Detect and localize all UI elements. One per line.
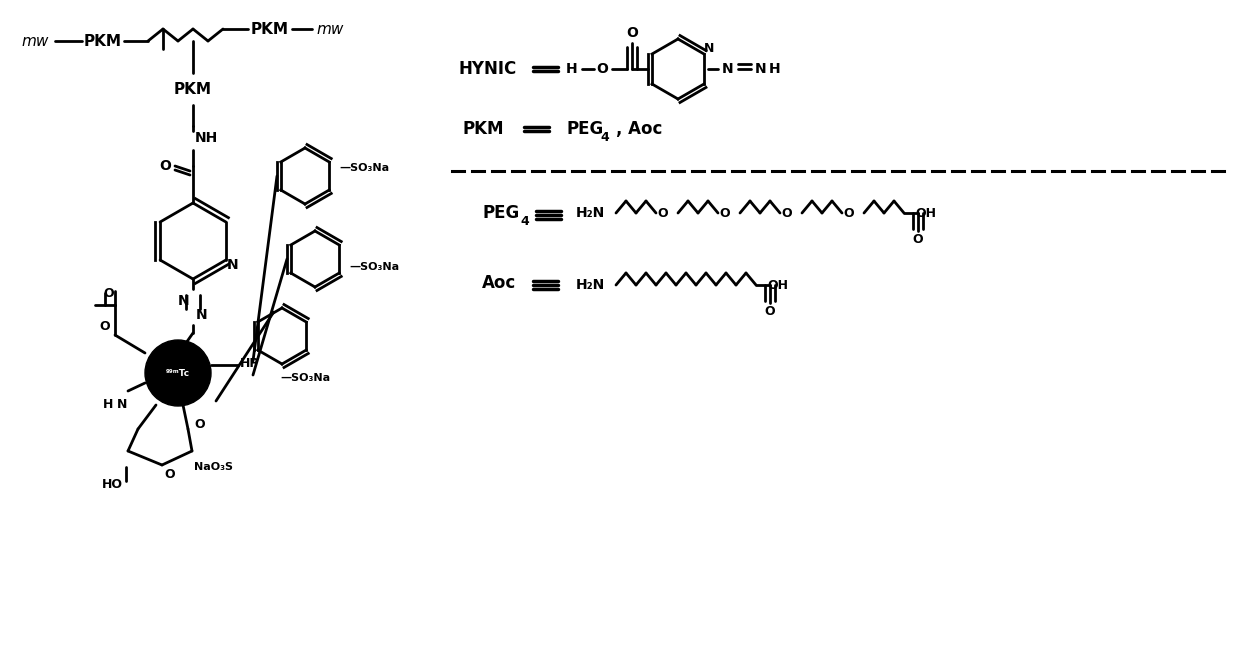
Text: H: H xyxy=(566,62,577,76)
Text: PKM: PKM xyxy=(84,33,121,49)
Text: NH: NH xyxy=(195,131,218,145)
Text: O: O xyxy=(165,469,175,482)
Text: O: O xyxy=(844,206,855,219)
Text: HP: HP xyxy=(240,357,259,370)
Text: , Aoc: , Aoc xyxy=(616,120,663,138)
Text: PKM: PKM xyxy=(173,81,212,96)
Text: O: O xyxy=(99,320,110,333)
Text: H: H xyxy=(103,398,113,411)
Text: OH: OH xyxy=(916,206,937,219)
Circle shape xyxy=(145,340,211,406)
Text: O: O xyxy=(782,206,792,219)
Text: O: O xyxy=(104,286,114,299)
Text: N: N xyxy=(227,258,239,272)
Text: N: N xyxy=(178,294,190,308)
Text: O: O xyxy=(658,206,668,219)
Text: O: O xyxy=(626,26,638,40)
Text: N: N xyxy=(722,62,733,76)
Text: O: O xyxy=(195,419,206,432)
Text: mw: mw xyxy=(21,33,48,49)
Text: OH: OH xyxy=(767,279,788,292)
Text: O: O xyxy=(596,62,608,76)
Text: —SO₃Na: —SO₃Na xyxy=(349,262,399,272)
Text: PKM: PKM xyxy=(462,120,504,138)
Text: O: O xyxy=(764,305,776,318)
Text: ⁹⁹ᵐTc: ⁹⁹ᵐTc xyxy=(166,368,190,378)
Text: HYNIC: HYNIC xyxy=(458,60,517,78)
Text: PEG: PEG xyxy=(482,204,519,222)
Text: —SO₃Na: —SO₃Na xyxy=(280,373,330,383)
Text: PKM: PKM xyxy=(252,21,289,36)
Text: H₂N: H₂N xyxy=(576,278,605,292)
Text: Aoc: Aoc xyxy=(482,274,517,292)
Text: H₂N: H₂N xyxy=(576,206,605,220)
Text: 4: 4 xyxy=(520,214,529,227)
Text: NaO₃S: NaO₃S xyxy=(195,462,233,472)
Text: N: N xyxy=(756,62,767,76)
Text: mw: mw xyxy=(316,21,343,36)
Text: —SO₃Na: —SO₃Na xyxy=(339,163,389,173)
Text: N: N xyxy=(116,398,128,411)
Text: O: O xyxy=(159,159,171,173)
Text: N: N xyxy=(704,42,714,55)
Text: O: O xyxy=(720,206,730,219)
Text: 4: 4 xyxy=(600,130,608,143)
Text: HO: HO xyxy=(102,478,123,492)
Text: PEG: PEG xyxy=(567,120,605,138)
Text: N: N xyxy=(196,308,208,322)
Text: H: H xyxy=(769,62,781,76)
Text: O: O xyxy=(913,232,923,245)
